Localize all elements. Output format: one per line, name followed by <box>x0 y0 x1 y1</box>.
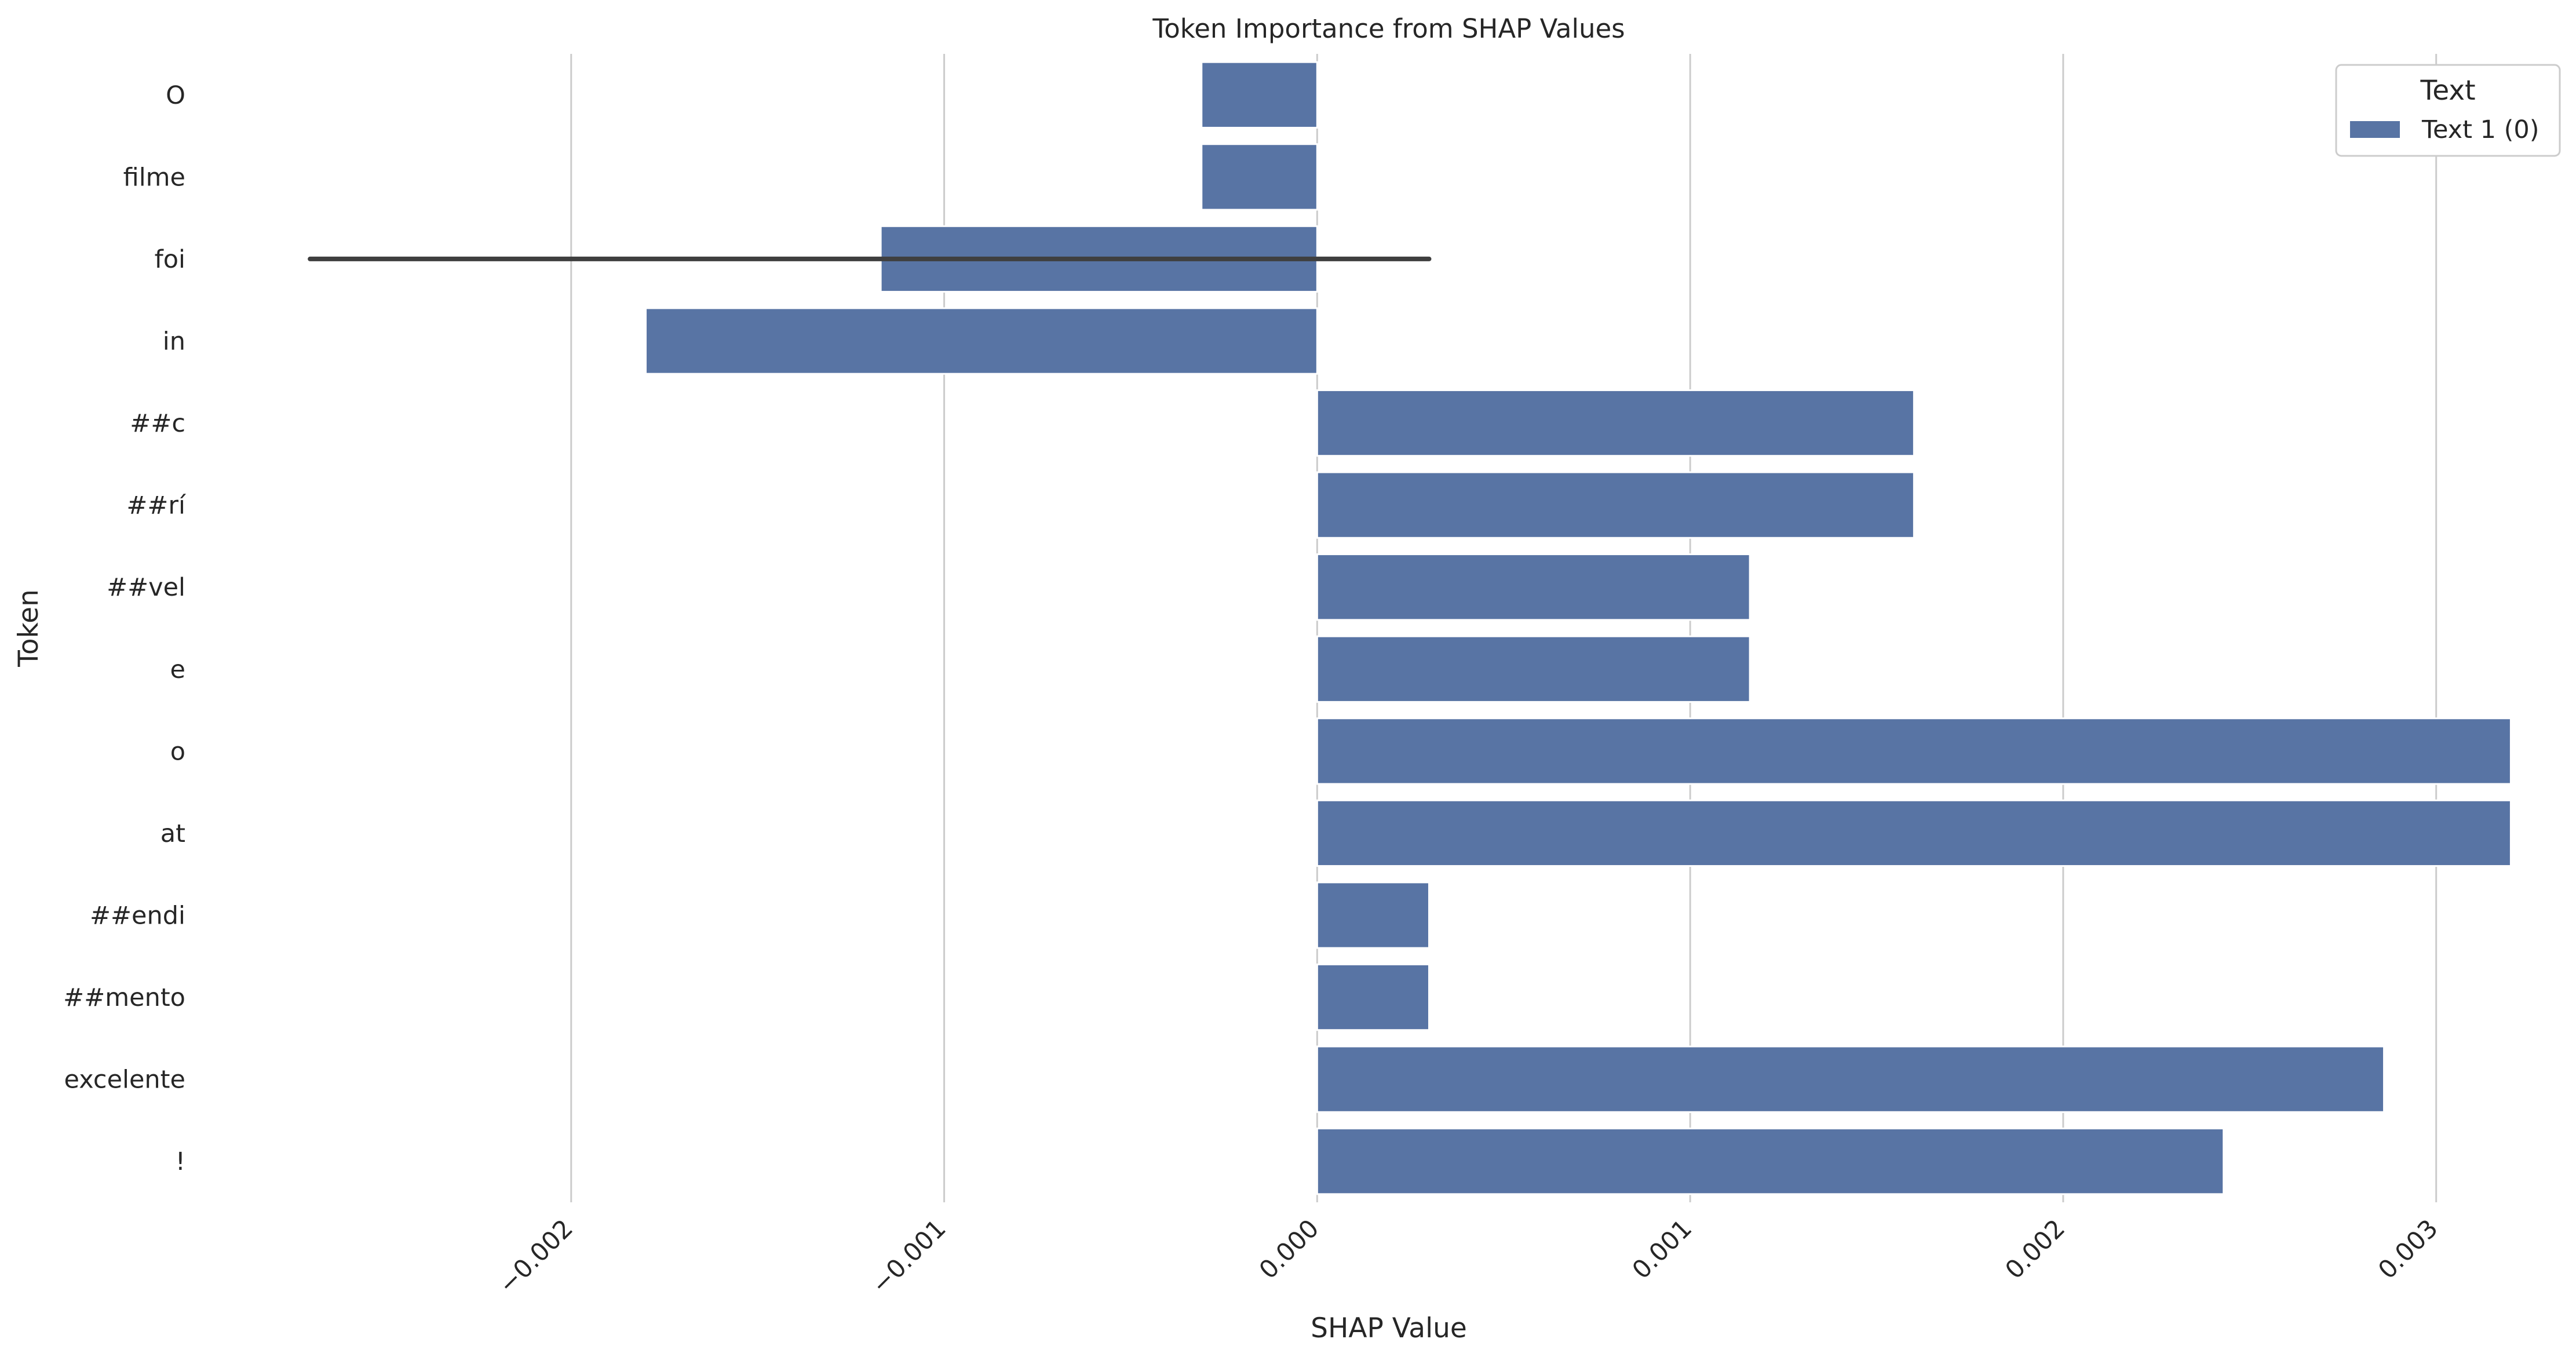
y-tick-label: foi <box>155 245 185 274</box>
x-tick-label: −0.002 <box>493 1214 579 1300</box>
bar <box>1316 389 1915 457</box>
gridlines <box>570 54 2438 1202</box>
x-tick-label: −0.001 <box>866 1214 952 1300</box>
bar <box>1201 61 1318 129</box>
bar <box>1316 881 1430 949</box>
y-axis-label: Token <box>13 589 45 667</box>
chart-title: Token Importance from SHAP Values <box>1152 13 1625 44</box>
legend-entry-label: Text 1 (0) <box>2421 115 2539 144</box>
bar <box>1201 143 1318 211</box>
x-tick-labels: −0.002 −0.001 0.000 0.001 0.002 0.003 <box>493 1214 2444 1300</box>
y-tick-label: o <box>170 737 185 766</box>
y-tick-label: ##mento <box>63 983 185 1012</box>
bar <box>645 307 1318 375</box>
legend-title: Text <box>2420 75 2475 107</box>
bars <box>645 61 2512 1195</box>
y-tick-label: in <box>163 327 185 356</box>
x-tick-label: 0.002 <box>2000 1214 2071 1285</box>
y-tick-label: filme <box>123 163 185 192</box>
bar <box>1316 1128 2225 1195</box>
y-tick-label: ! <box>176 1147 185 1176</box>
x-tick-label: 0.000 <box>1254 1214 1325 1285</box>
bar <box>1316 471 1915 539</box>
x-axis-label: SHAP Value <box>1311 1312 1467 1344</box>
y-tick-label: ##rí <box>126 491 187 520</box>
x-tick-label: 0.001 <box>1627 1214 1698 1285</box>
bar <box>1316 1045 2385 1113</box>
legend-swatch <box>2350 121 2400 138</box>
y-tick-label: O <box>166 81 185 110</box>
legend: Text Text 1 (0) <box>2335 64 2561 157</box>
y-tick-label: at <box>160 819 185 848</box>
bar <box>1316 963 1430 1031</box>
bar <box>1316 553 1751 621</box>
y-tick-label: ##c <box>130 409 185 438</box>
bar <box>1316 635 1751 703</box>
y-tick-label: ##vel <box>107 573 185 602</box>
y-tick-label: ##endi <box>90 902 185 931</box>
bar <box>1316 717 2512 785</box>
y-tick-label: excelente <box>64 1066 185 1095</box>
x-tick-label: 0.003 <box>2373 1214 2443 1285</box>
y-tick-label: e <box>170 655 185 684</box>
bar <box>1316 799 2512 867</box>
